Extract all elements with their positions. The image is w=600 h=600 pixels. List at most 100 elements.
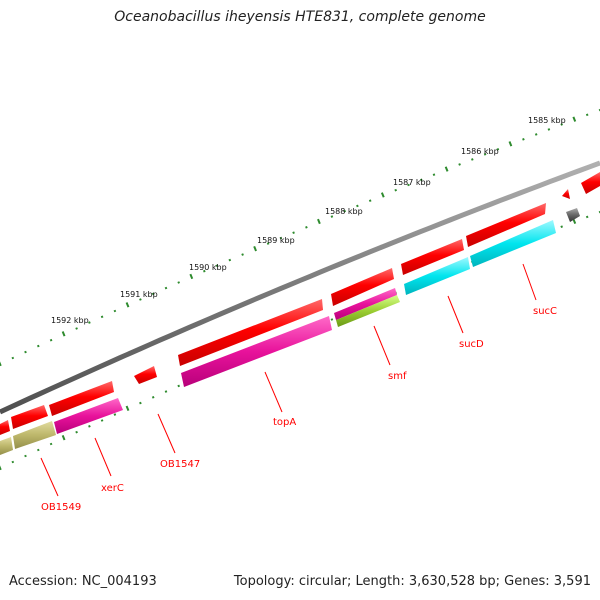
scale-tick xyxy=(11,460,15,464)
scale-tick xyxy=(560,123,564,126)
scale-tick xyxy=(164,390,168,393)
scale-tick xyxy=(202,269,206,273)
leader-line xyxy=(522,263,537,301)
scale-tick xyxy=(151,395,155,399)
scale-tick xyxy=(598,108,600,112)
scale-tick xyxy=(305,225,308,229)
scale-tick xyxy=(343,209,347,213)
scale-tick xyxy=(458,163,461,166)
cds-arrow xyxy=(178,299,323,366)
scale-tick xyxy=(88,424,91,428)
cds-arrow xyxy=(581,172,600,194)
scale-tick xyxy=(75,327,78,330)
cds-arrow xyxy=(401,239,464,275)
scale-tick xyxy=(508,141,513,147)
scale-tick xyxy=(125,302,130,308)
leader-line xyxy=(94,437,112,477)
leader-line xyxy=(157,413,176,454)
scale-tick xyxy=(560,225,564,229)
gene-label-sucC: sucC xyxy=(533,306,557,317)
cog-cyan-block xyxy=(470,220,556,267)
scale-tick xyxy=(292,231,295,235)
cog-pink-block xyxy=(181,316,332,387)
accession-text: Accession: NC_004193 xyxy=(9,574,157,589)
scale-tick xyxy=(61,331,66,337)
scale-tick xyxy=(407,183,410,187)
scale-tick xyxy=(483,152,487,156)
gene-label-sucD: sucD xyxy=(459,339,484,350)
scale-tick xyxy=(547,128,551,131)
scale-tick xyxy=(151,292,155,296)
scale-tick xyxy=(100,419,104,422)
scale-tick xyxy=(113,413,117,416)
scale-tick xyxy=(496,147,500,151)
scale-tick xyxy=(253,245,257,252)
scale-tick xyxy=(356,204,359,208)
scale-labels: 1585 kbp 1586 kbp 1587 kbp 1588 kbp 1589… xyxy=(51,116,566,325)
scale-tick xyxy=(177,281,181,284)
scale-tick xyxy=(189,273,194,280)
cds-arrow xyxy=(466,203,546,247)
scale-tick xyxy=(470,158,474,161)
cog-gray-block xyxy=(566,208,580,222)
cds-arrow xyxy=(11,405,48,429)
scale-tick xyxy=(177,384,181,388)
map-title: Oceanobacillus iheyensis HTE831, complet… xyxy=(114,9,486,25)
scale-label-1590: 1590 kbp xyxy=(189,263,227,272)
scale-tick xyxy=(75,430,78,434)
cog-cyan-block xyxy=(404,257,470,295)
scale-tick xyxy=(432,173,436,177)
scale-tick xyxy=(572,218,577,225)
leader-line xyxy=(447,295,464,334)
leader-line xyxy=(40,457,59,497)
scale-tick xyxy=(330,318,334,321)
scale-tick xyxy=(228,258,232,262)
scale-tick xyxy=(36,448,40,452)
gene-label-smf: smf xyxy=(388,371,407,382)
scale-tick xyxy=(139,298,142,301)
cog-pink-block xyxy=(334,288,397,320)
scale-tick xyxy=(24,454,27,458)
scale-tick xyxy=(11,356,15,360)
scale-tick xyxy=(585,215,589,219)
scale-tick xyxy=(380,192,385,198)
scale-tick xyxy=(100,315,104,319)
scale-tick xyxy=(139,401,142,405)
scale-tick xyxy=(88,321,91,324)
scale-tick xyxy=(279,236,283,240)
scale-label-1586: 1586 kbp xyxy=(461,147,499,156)
cds-arrow xyxy=(49,381,114,416)
backbone-arc xyxy=(0,160,600,415)
gene-labels: sucC sucD smf topA OB1547 xerC OB1549 xyxy=(41,306,557,513)
scale-label-1585: 1585 kbp xyxy=(528,116,566,125)
scale-tick xyxy=(164,286,168,290)
scale-label-1587: 1587 kbp xyxy=(393,178,431,187)
scale-tick xyxy=(572,116,577,122)
scale-tick xyxy=(317,218,321,225)
gene-label-OB1549: OB1549 xyxy=(41,502,81,513)
scale-tick xyxy=(585,113,589,117)
cog-lime-block xyxy=(336,295,400,327)
gene-label-topA: topA xyxy=(273,417,296,428)
scale-label-1591: 1591 kbp xyxy=(120,290,158,299)
scale-tick xyxy=(522,137,525,141)
cds-arrow xyxy=(331,268,394,306)
label-leaders xyxy=(40,263,537,497)
leader-line xyxy=(373,325,391,366)
cds-features xyxy=(0,172,600,435)
scale-tick xyxy=(61,434,66,441)
scale-tick xyxy=(113,309,117,313)
scale-tick xyxy=(444,166,449,172)
cog-features xyxy=(0,208,580,455)
scale-label-1592: 1592 kbp xyxy=(51,316,89,325)
cds-arrow xyxy=(562,189,570,199)
scale-tick xyxy=(368,199,372,203)
scale-tick xyxy=(330,215,334,218)
scale-tick xyxy=(125,405,130,412)
scale-label-1589: 1589 kbp xyxy=(257,236,295,245)
scale-ticks-outer xyxy=(0,108,600,367)
gene-label-OB1547: OB1547 xyxy=(160,459,200,470)
scale-tick xyxy=(49,338,53,342)
cog-olive-block xyxy=(0,437,13,455)
